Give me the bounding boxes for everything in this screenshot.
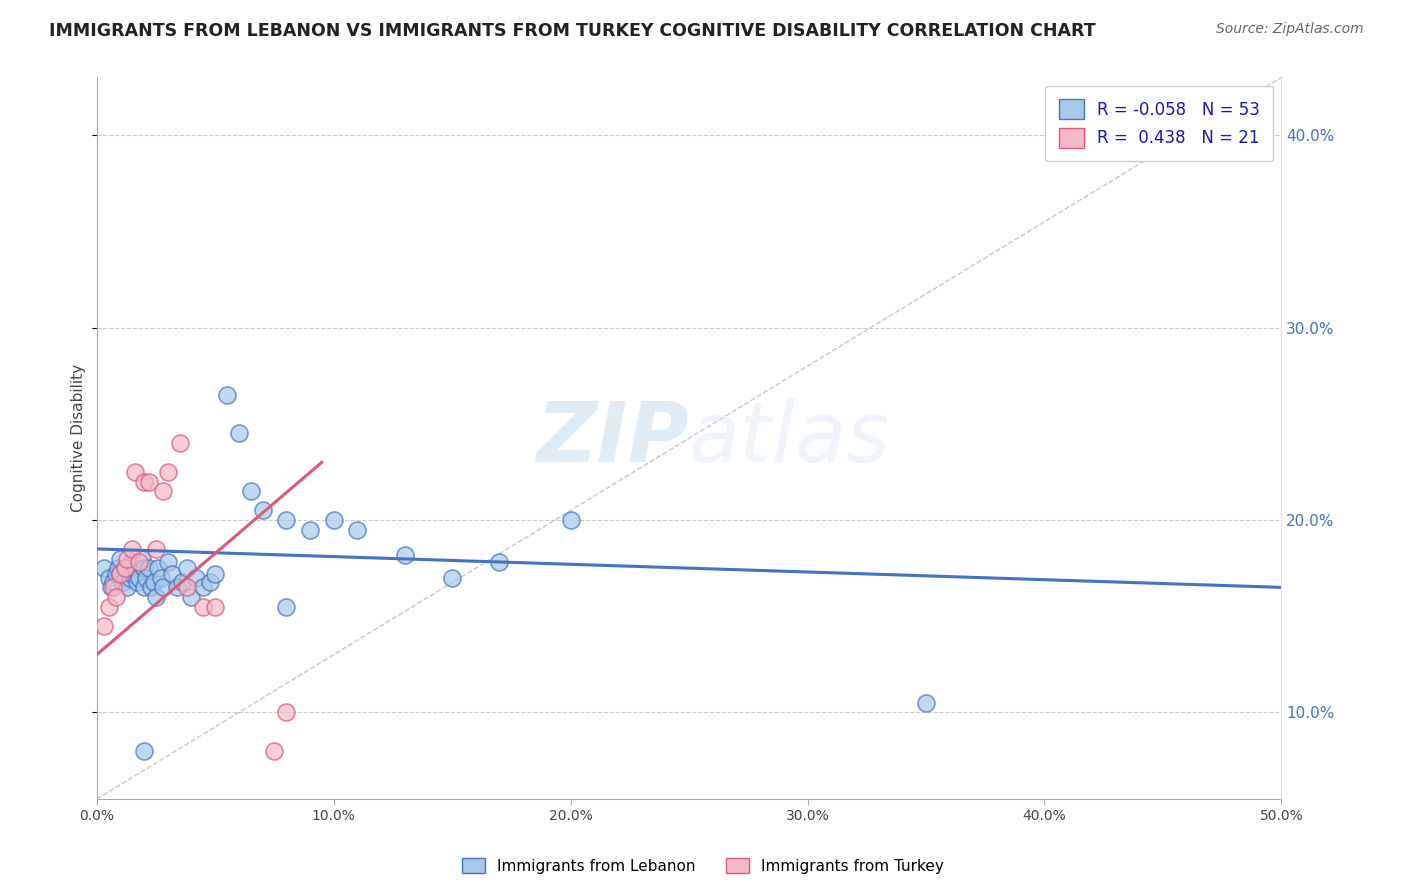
Point	[132, 581, 155, 595]
Point	[100, 581, 122, 595]
Point	[125, 574, 148, 589]
Point	[131, 551, 153, 566]
Point	[103, 574, 125, 589]
Point	[322, 513, 344, 527]
Point	[152, 484, 174, 499]
Point	[441, 571, 464, 585]
Point	[117, 551, 139, 566]
Point	[138, 561, 160, 575]
Point	[180, 590, 202, 604]
Point	[138, 475, 160, 489]
Point	[263, 744, 285, 758]
Point	[110, 566, 132, 581]
Point	[145, 590, 167, 604]
Point	[170, 574, 193, 589]
Point	[121, 541, 143, 556]
Point	[215, 388, 238, 402]
Point	[124, 561, 146, 575]
Point	[114, 561, 136, 575]
Text: ZIP: ZIP	[537, 398, 689, 479]
Point	[488, 555, 510, 569]
Point	[118, 571, 141, 585]
Point	[104, 566, 127, 581]
Point	[121, 555, 143, 569]
Point	[276, 513, 298, 527]
Point	[228, 426, 250, 441]
Y-axis label: Cognitive Disability: Cognitive Disability	[72, 364, 86, 512]
Point	[176, 561, 198, 575]
Point	[135, 571, 157, 585]
Point	[110, 566, 132, 581]
Point	[239, 484, 262, 499]
Point	[186, 571, 208, 585]
Point	[156, 465, 179, 479]
Point	[394, 548, 416, 562]
Point	[141, 581, 163, 595]
Point	[156, 555, 179, 569]
Point	[204, 566, 226, 581]
Point	[560, 513, 582, 527]
Text: Source: ZipAtlas.com: Source: ZipAtlas.com	[1216, 22, 1364, 37]
Point	[121, 566, 143, 581]
Point	[298, 523, 321, 537]
Point	[107, 561, 129, 575]
Point	[93, 561, 115, 575]
Point	[152, 581, 174, 595]
Point	[110, 551, 132, 566]
Text: IMMIGRANTS FROM LEBANON VS IMMIGRANTS FROM TURKEY COGNITIVE DISABILITY CORRELATI: IMMIGRANTS FROM LEBANON VS IMMIGRANTS FR…	[49, 22, 1095, 40]
Point	[132, 475, 155, 489]
Point	[166, 581, 188, 595]
Point	[149, 571, 172, 585]
Point	[346, 523, 368, 537]
Point	[93, 619, 115, 633]
Point	[193, 599, 215, 614]
Point	[128, 571, 150, 585]
Legend: R = -0.058   N = 53, R =  0.438   N = 21: R = -0.058 N = 53, R = 0.438 N = 21	[1045, 86, 1272, 161]
Point	[193, 581, 215, 595]
Point	[103, 581, 125, 595]
Point	[162, 566, 184, 581]
Point	[200, 574, 222, 589]
Point	[176, 581, 198, 595]
Point	[145, 541, 167, 556]
Point	[104, 590, 127, 604]
Point	[142, 574, 165, 589]
Point	[169, 436, 191, 450]
Point	[276, 599, 298, 614]
Point	[204, 599, 226, 614]
Point	[148, 561, 170, 575]
Point	[117, 581, 139, 595]
Point	[915, 696, 938, 710]
Point	[252, 503, 274, 517]
Point	[124, 465, 146, 479]
Point	[128, 555, 150, 569]
Legend: Immigrants from Lebanon, Immigrants from Turkey: Immigrants from Lebanon, Immigrants from…	[456, 852, 950, 880]
Point	[97, 599, 120, 614]
Point	[111, 574, 134, 589]
Point	[132, 561, 155, 575]
Point	[97, 571, 120, 585]
Point	[114, 561, 136, 575]
Text: atlas: atlas	[689, 398, 890, 479]
Point	[276, 706, 298, 720]
Point	[132, 744, 155, 758]
